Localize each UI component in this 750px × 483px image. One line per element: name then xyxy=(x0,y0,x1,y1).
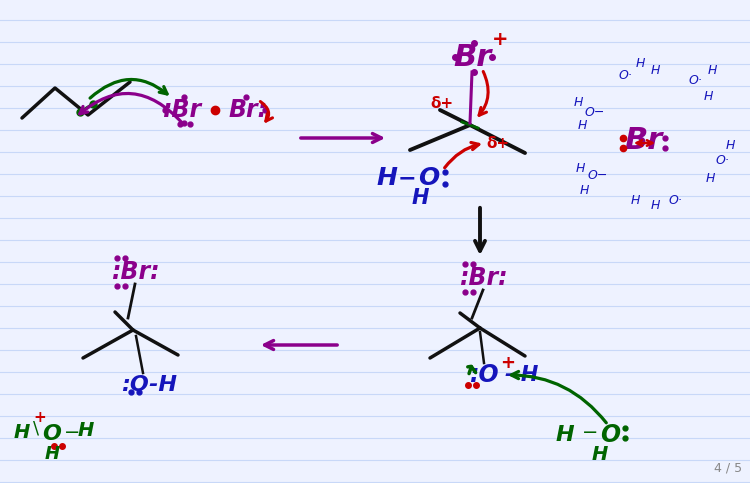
Text: :Br: :Br xyxy=(163,98,202,122)
Text: H: H xyxy=(575,161,585,174)
Text: Br: Br xyxy=(624,126,662,155)
Text: H: H xyxy=(578,118,586,131)
Text: - H: - H xyxy=(506,365,538,385)
Text: H: H xyxy=(704,89,712,102)
Text: −: − xyxy=(398,168,416,188)
Text: \: \ xyxy=(33,419,39,437)
Text: :O-H: :O-H xyxy=(121,375,177,395)
Text: H: H xyxy=(411,188,429,208)
Text: +: + xyxy=(492,29,508,48)
Text: H: H xyxy=(725,139,735,152)
Text: H: H xyxy=(556,425,574,445)
Text: δ+: δ+ xyxy=(430,96,454,111)
Text: O−: O− xyxy=(588,169,608,182)
Text: 4 / 5: 4 / 5 xyxy=(714,461,742,474)
Text: H: H xyxy=(376,166,398,190)
Text: :Br:: :Br: xyxy=(111,260,159,284)
Text: Br:: Br: xyxy=(229,98,268,122)
Text: H: H xyxy=(705,171,715,185)
Text: +: + xyxy=(34,410,46,425)
Text: H: H xyxy=(13,423,30,441)
Text: O·: O· xyxy=(618,69,632,82)
Text: O: O xyxy=(43,424,62,444)
Text: O: O xyxy=(600,423,620,447)
Text: O·: O· xyxy=(668,194,682,207)
Text: H: H xyxy=(635,57,645,70)
Text: H: H xyxy=(650,199,660,212)
Text: H: H xyxy=(78,421,94,440)
Text: :O: :O xyxy=(470,363,499,387)
Text: H: H xyxy=(44,445,59,463)
Text: O: O xyxy=(419,166,440,190)
Text: δ+: δ+ xyxy=(487,136,509,151)
Text: −: − xyxy=(64,423,80,441)
Text: H: H xyxy=(650,63,660,76)
Text: H: H xyxy=(573,96,583,109)
Text: O−: O− xyxy=(585,105,605,118)
Text: :Br:: :Br: xyxy=(459,266,507,290)
Text: H: H xyxy=(707,63,717,76)
Text: H: H xyxy=(579,184,589,197)
Text: H: H xyxy=(592,444,608,464)
Text: Br: Br xyxy=(453,43,491,71)
Text: +: + xyxy=(500,354,515,372)
Text: O·: O· xyxy=(715,154,729,167)
Text: −: − xyxy=(582,423,598,441)
Text: H: H xyxy=(630,194,640,207)
Text: O·: O· xyxy=(688,73,702,86)
